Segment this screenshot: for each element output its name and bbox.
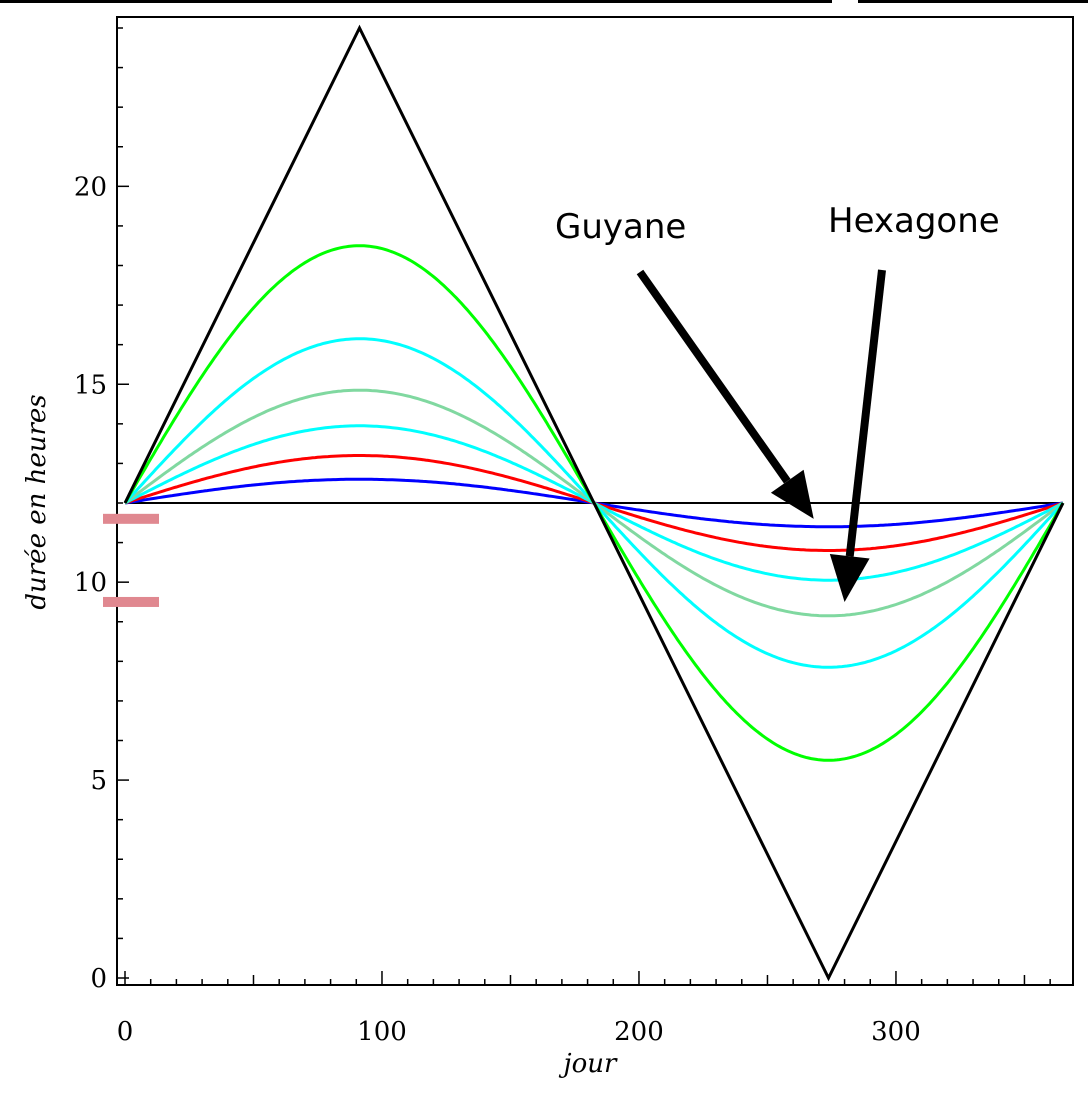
y-tick-label: 10 [74, 568, 107, 598]
plot-frame [116, 16, 1074, 986]
x-tick-label: 100 [357, 1017, 407, 1047]
header-bar-right [858, 0, 1088, 3]
arrow-head-1 [770, 469, 814, 519]
arrow-shaft-2 [845, 269, 886, 557]
annotation-guyane: Guyane [555, 207, 686, 247]
y-tick-label: 5 [90, 766, 107, 796]
x-tick-label: 0 [117, 1017, 134, 1047]
header-bar-left [0, 0, 832, 3]
y-tick-label: 20 [74, 172, 107, 202]
x-tick-label: 300 [871, 1017, 921, 1047]
x-axis-label: jour [559, 1049, 618, 1079]
y-tick-label: 15 [74, 370, 107, 400]
y-axis-label: durée en heures [22, 394, 52, 609]
arrow-head-2 [829, 554, 870, 602]
arrow-shaft-1 [636, 269, 791, 484]
marker-1 [103, 513, 159, 524]
marker-2 [103, 596, 159, 607]
series-line-7 [123, 24, 1065, 982]
annotation-hexagone: Hexagone [828, 201, 1000, 241]
y-tick-label: 0 [90, 964, 107, 994]
x-tick-label: 200 [614, 1017, 664, 1047]
